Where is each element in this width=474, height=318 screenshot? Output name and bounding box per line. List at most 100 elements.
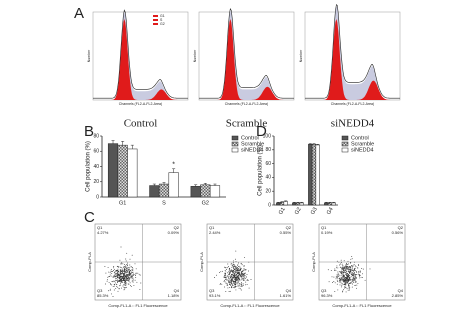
scatter-dot: [231, 265, 233, 267]
scatter-dot: [346, 271, 348, 272]
legend-swatch: [341, 141, 349, 147]
scatter-dot: [235, 277, 237, 279]
quadrant-name: Q3: [321, 288, 327, 293]
scatter-dot: [232, 283, 233, 285]
scatter-dot: [243, 265, 245, 267]
scatter-dot: [241, 271, 242, 272]
scatter-dot: [237, 278, 239, 280]
sample-label: Scramble: [226, 118, 268, 130]
scatter-dot: [123, 268, 125, 270]
scatter-dot: [231, 266, 233, 268]
scatter-dot: [239, 283, 241, 285]
scatter-dot: [354, 269, 356, 271]
scatter-dot: [229, 270, 231, 272]
scatter-dot: [219, 284, 221, 286]
scatter-dot: [347, 277, 349, 278]
scatter-dot: [130, 266, 132, 268]
scatter-dot: [123, 271, 125, 273]
bar: [117, 144, 128, 198]
scatter-dot: [341, 280, 343, 282]
scatter-dot: [230, 279, 232, 281]
scatter-dot: [337, 276, 339, 278]
scatter-dot: [116, 280, 118, 282]
x-tick-label: G3: [310, 207, 319, 216]
scatter-dot: [117, 277, 118, 279]
scatter-dot: [122, 273, 124, 275]
y-axis-label: Cell population (%): [258, 145, 264, 196]
scatter-dot: [237, 273, 239, 275]
scatter-dot: [235, 281, 237, 283]
scatter-dot: [116, 280, 118, 282]
scatter-dot: [338, 281, 340, 283]
scatter-dot: [236, 275, 238, 277]
scatter-dot: [127, 269, 129, 271]
scatter-dot: [118, 272, 120, 274]
scatter-dot: [345, 264, 347, 266]
quadrant-name: Q3: [209, 288, 215, 293]
error-bar: [172, 168, 176, 173]
scatter-dot: [355, 270, 357, 272]
scatter-dot: [340, 271, 342, 273]
scatter-dot: [125, 270, 127, 272]
scatter-dot: [236, 283, 238, 285]
scatter-dot: [237, 264, 239, 266]
scatter-dot: [351, 272, 353, 274]
scatter-dot: [127, 273, 129, 275]
scatter-dot: [231, 286, 233, 287]
scatter-dot: [369, 268, 371, 270]
quadrant-name: Q4: [398, 288, 404, 293]
scatter-dot: [341, 273, 343, 275]
scatter-dot: [122, 281, 124, 283]
scatter-dot: [342, 267, 344, 269]
scatter-dot: [234, 274, 236, 275]
legend-swatch: [231, 135, 239, 141]
scatter-dot: [129, 270, 131, 272]
scatter-dot: [223, 277, 225, 278]
scatter-dot: [342, 278, 344, 280]
error-bar: [316, 144, 320, 145]
scatter-dot: [129, 273, 131, 275]
error-bar: [213, 183, 217, 186]
scatter-dot: [340, 262, 342, 263]
scatter-dot: [342, 279, 344, 281]
hist-y-label: Number: [299, 49, 303, 62]
scatter-dot: [234, 283, 235, 285]
scatter-dot: [124, 287, 126, 289]
scatter-dot: [115, 283, 117, 285]
scatter-dot: [117, 282, 119, 283]
scatter-dot: [235, 286, 236, 288]
scatter-dot: [107, 290, 109, 292]
scatter-dot: [121, 287, 123, 289]
scatter-dot: [128, 270, 130, 272]
scatter-dot: [224, 274, 226, 276]
scatter-dot: [228, 272, 230, 274]
scatter-dot: [129, 264, 131, 266]
scatter-dot: [248, 270, 249, 272]
scatter-dot: [108, 276, 110, 278]
scatter-dot: [117, 275, 119, 277]
scatter-dot: [342, 269, 344, 271]
scatter-dot: [128, 275, 130, 277]
scatter-dot: [128, 277, 130, 279]
scatter-dot: [228, 280, 230, 282]
scatter-dot: [135, 268, 137, 270]
scatter-dot: [235, 273, 237, 275]
scatter-dot: [229, 267, 231, 269]
scatter-dot: [349, 278, 351, 280]
scatter-dot: [130, 285, 132, 287]
scatter-dot: [124, 272, 126, 274]
scatter-dot: [336, 279, 338, 281]
y-tick-label: 0: [96, 194, 99, 200]
scatter-dot: [348, 277, 350, 279]
scatter-dot: [233, 270, 235, 272]
scatter-dot: [119, 276, 121, 278]
y-tick-label: 80: [93, 133, 99, 139]
scatter-dot: [343, 273, 344, 275]
scatter-dot: [127, 265, 129, 267]
scatter-dot: [352, 274, 354, 276]
scatter-dot: [237, 283, 239, 285]
scatter-dot: [122, 271, 123, 273]
scatter-dot: [132, 281, 134, 283]
scatter-dot: [123, 275, 125, 277]
scatter-dot: [122, 280, 124, 282]
